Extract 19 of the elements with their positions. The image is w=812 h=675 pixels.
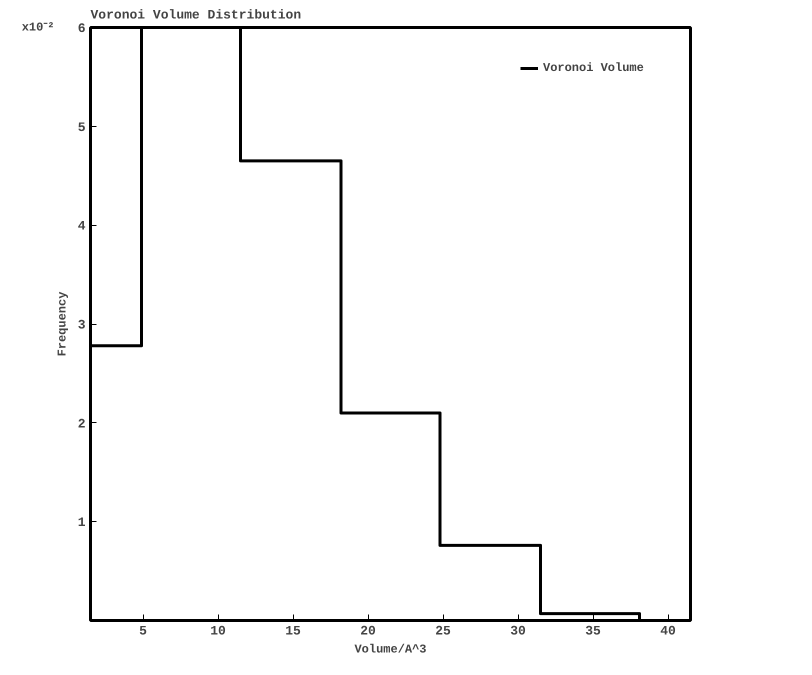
y-axis-title: Frequency <box>56 292 70 356</box>
x-tick-label: 15 <box>285 624 301 638</box>
y-tick-label: 4 <box>78 218 86 234</box>
text: x10⁻² <box>22 20 55 34</box>
x-tick-label: 20 <box>360 624 376 638</box>
x-tick-label: 35 <box>585 624 601 638</box>
x-tick-label: 40 <box>660 624 676 638</box>
x-tick-label: 5 <box>139 624 148 638</box>
y-tick-label: 5 <box>78 120 86 135</box>
y-tick-label: 3 <box>78 318 86 332</box>
legend-label: Voronoi Volume <box>543 61 644 75</box>
y-tick-label: 6 <box>78 21 86 36</box>
x-axis-title: Volume/A^3 <box>354 642 427 656</box>
x-tick-label: 30 <box>510 624 526 638</box>
chart-title: Voronoi Volume Distribution <box>90 8 302 22</box>
x-tick-label: 25 <box>435 624 451 638</box>
y-tick-label: 1 <box>78 515 86 530</box>
x-tick-label: 10 <box>210 624 226 638</box>
y-tick-label: 2 <box>78 416 86 432</box>
